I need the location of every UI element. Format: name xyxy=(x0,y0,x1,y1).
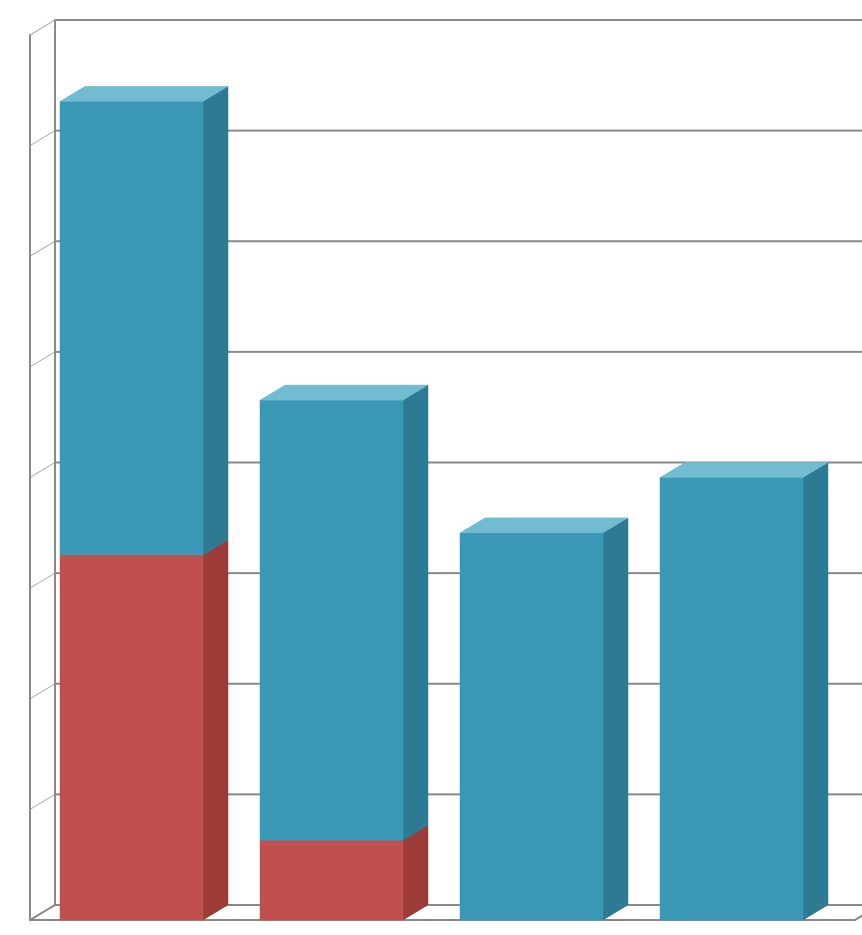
chart-svg xyxy=(0,0,862,935)
stacked-bar-3d-chart xyxy=(0,0,862,935)
